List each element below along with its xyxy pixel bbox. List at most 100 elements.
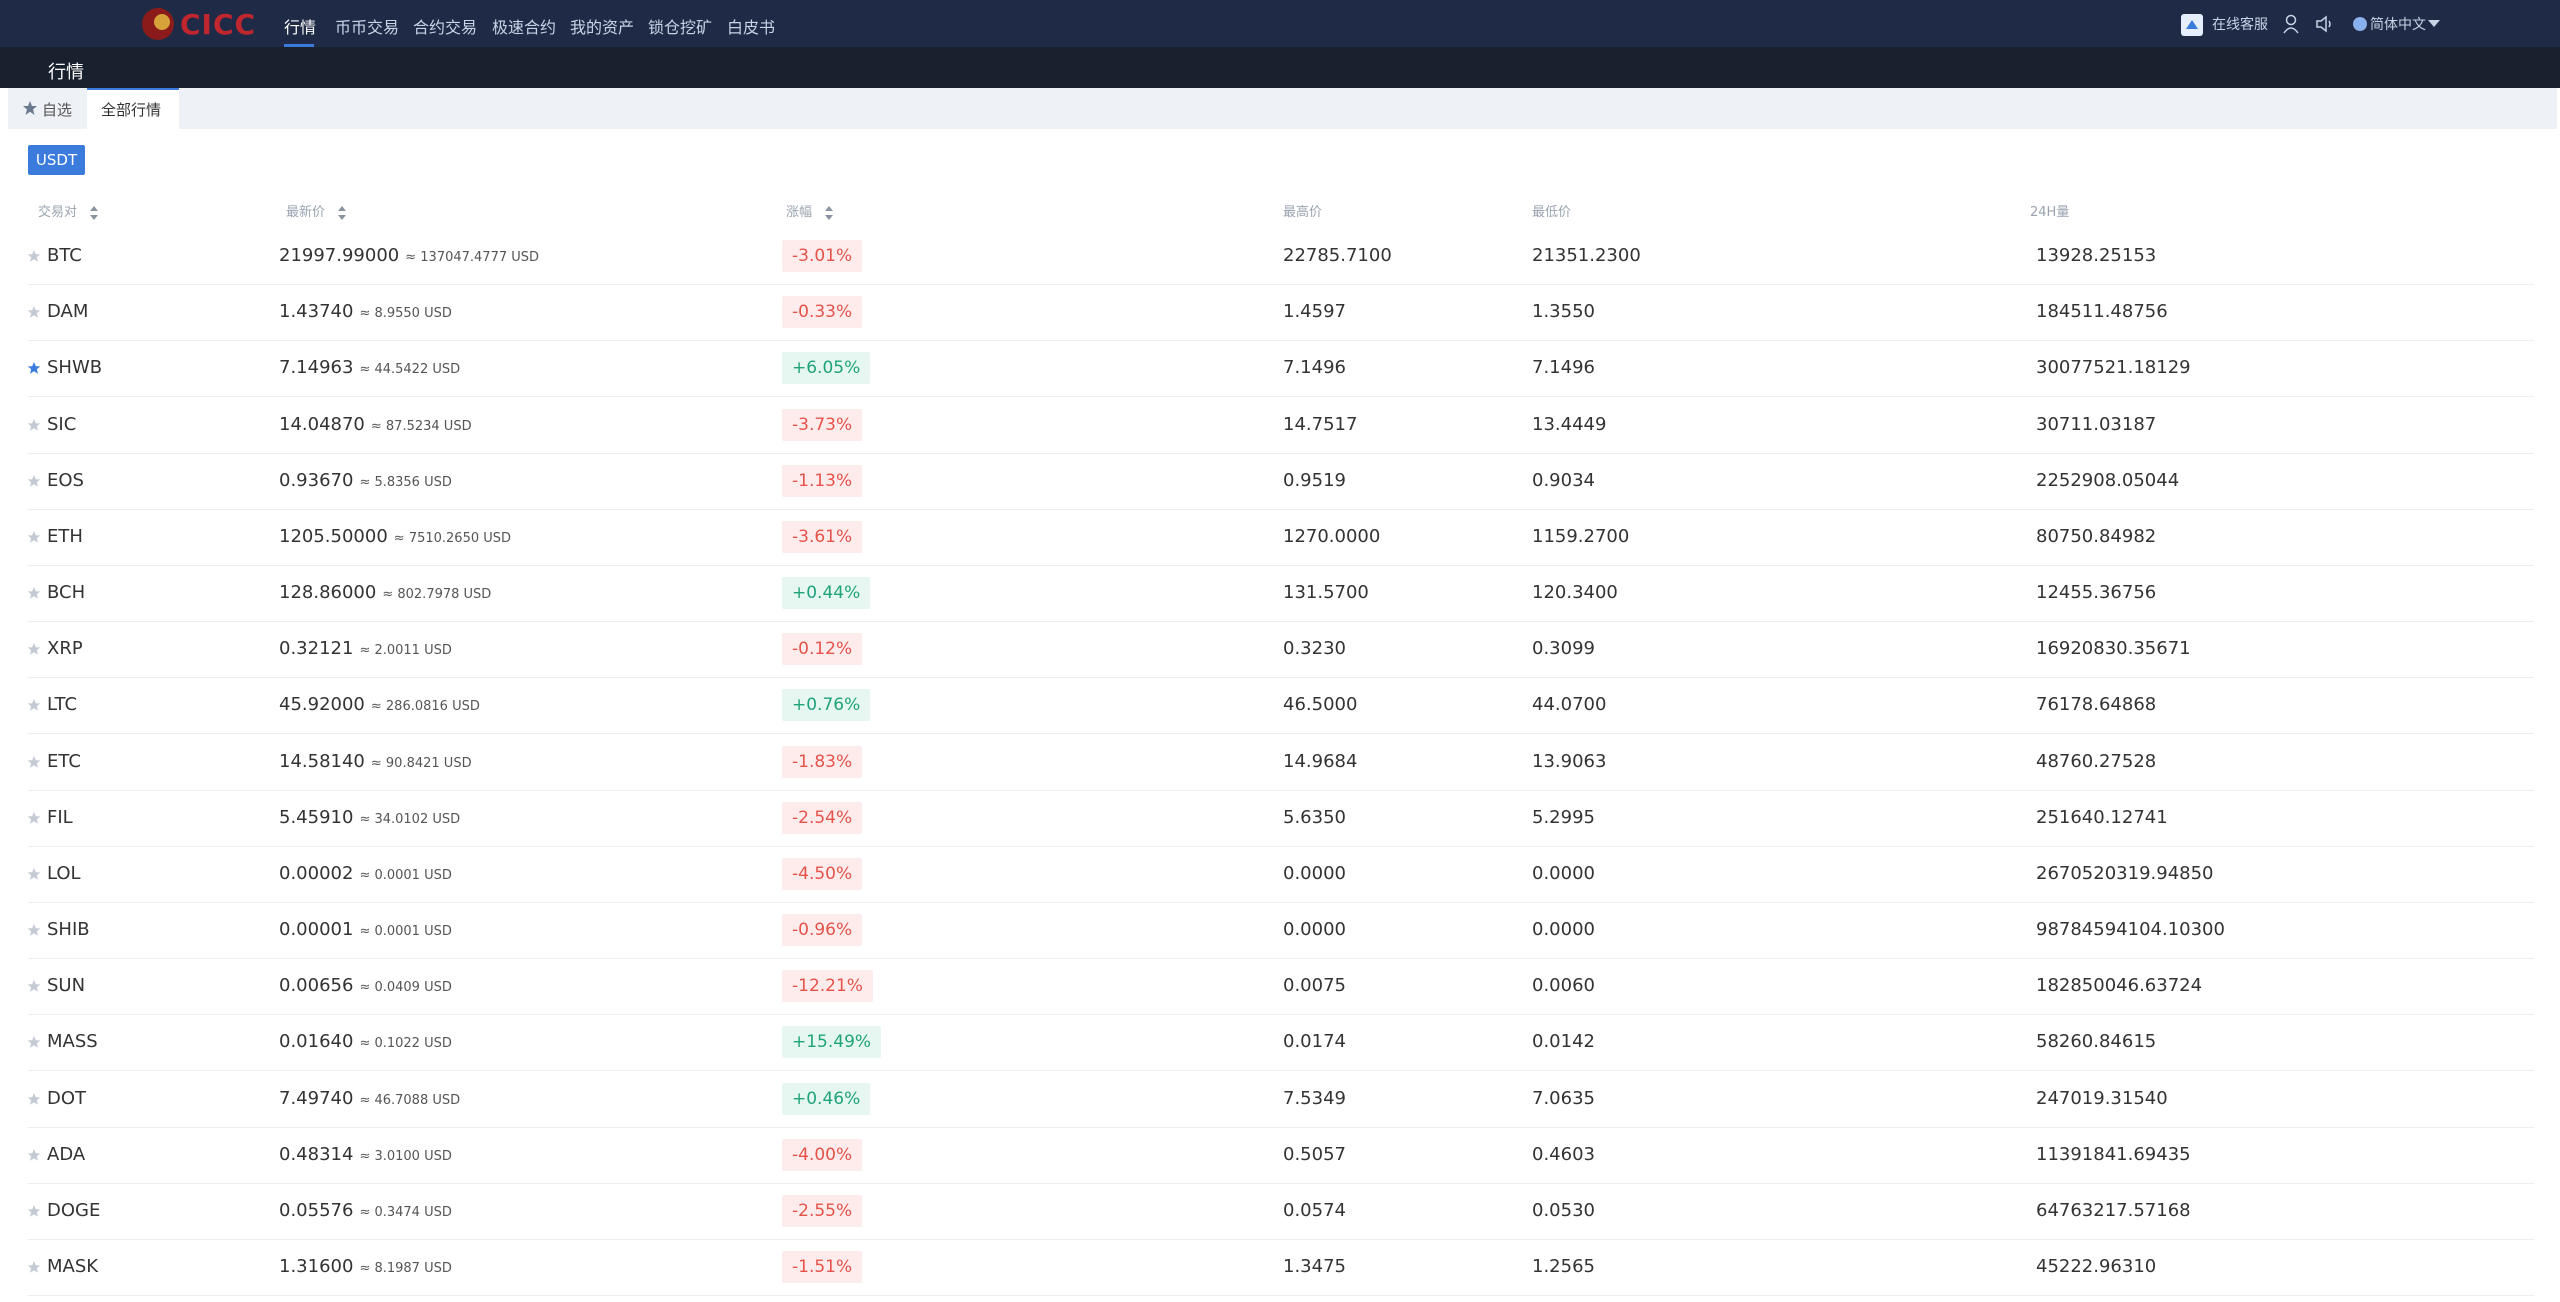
active-underline	[284, 44, 314, 47]
price: 1.43740 ≈ 8.9550 USD	[279, 301, 452, 323]
volume: 184511.48756	[2036, 301, 2168, 323]
price-approx: ≈ 7510.2650 USD	[393, 530, 512, 546]
favorite-star[interactable]	[27, 248, 41, 267]
nav-item[interactable]: 我的资产	[570, 18, 635, 37]
pair[interactable]: EOS	[47, 469, 84, 491]
pair[interactable]: ETH	[47, 525, 83, 547]
favorite-star[interactable]	[27, 473, 41, 492]
favorite-star[interactable]	[27, 529, 41, 548]
pair[interactable]: ADA	[47, 1143, 86, 1165]
pair[interactable]: DAM	[47, 301, 89, 323]
low: 7.0635	[1532, 1087, 1595, 1109]
price-approx: ≈ 0.3474 USD	[359, 1204, 452, 1220]
tab-active[interactable]: 全部行情	[101, 101, 162, 119]
pair[interactable]: DOT	[47, 1087, 87, 1109]
nav-item[interactable]: 白皮书	[727, 18, 776, 37]
price: 128.86000 ≈ 802.7978 USD	[279, 582, 492, 604]
nav-item[interactable]: 极速合约	[492, 18, 557, 37]
row-divider	[28, 452, 2534, 454]
favorite-star[interactable]	[27, 1091, 41, 1110]
price-approx: ≈ 3.0100 USD	[359, 1148, 452, 1164]
column-header[interactable]: 最新价	[286, 201, 347, 221]
nav-item[interactable]: 行情	[284, 18, 317, 37]
logo-icon	[142, 8, 174, 40]
pair[interactable]: DOGE	[47, 1199, 101, 1221]
volume: 2252908.05044	[2036, 469, 2180, 491]
nav-item[interactable]: 锁仓挖矿	[648, 18, 713, 37]
pair[interactable]: SHWB	[47, 357, 103, 379]
sort-icon[interactable]	[337, 205, 347, 221]
currency-button[interactable]: USDT	[28, 145, 85, 175]
pair[interactable]: SUN	[47, 975, 86, 997]
favorite-star[interactable]	[27, 754, 41, 773]
pair[interactable]: SHIB	[47, 919, 90, 941]
column-header[interactable]: 交易对	[38, 201, 99, 221]
price-approx: ≈ 286.0816 USD	[370, 699, 480, 715]
favorite-star[interactable]	[27, 978, 41, 997]
low: 5.2995	[1532, 806, 1595, 828]
nav-item[interactable]: 币币交易	[335, 18, 400, 37]
price-approx: ≈ 0.0409 USD	[359, 980, 452, 996]
service-link[interactable]: 在线客服	[2212, 17, 2268, 33]
favorite-star[interactable]	[27, 1203, 41, 1222]
price: 0.05576 ≈ 0.3474 USD	[279, 1199, 452, 1221]
globe-icon[interactable]	[2352, 16, 2368, 32]
pair[interactable]: BCH	[47, 582, 86, 604]
pair[interactable]: LOL	[47, 862, 81, 884]
pair[interactable]: LTC	[47, 694, 78, 716]
change-badge: -4.00%	[782, 1138, 863, 1171]
high: 1.4597	[1283, 301, 1346, 323]
pair[interactable]: FIL	[47, 806, 73, 828]
sort-icon[interactable]	[89, 205, 99, 221]
change-badge: -2.54%	[782, 801, 863, 834]
high: 5.6350	[1283, 806, 1346, 828]
price: 14.58140 ≈ 90.8421 USD	[279, 750, 472, 772]
favorite-star[interactable]	[27, 810, 41, 829]
change-badge: +15.49%	[782, 1026, 882, 1059]
pair[interactable]: SIC	[47, 413, 77, 435]
volume: 76178.64868	[2036, 694, 2157, 716]
change-badge: -12.21%	[782, 970, 873, 1003]
favorite-star[interactable]	[27, 1147, 41, 1166]
row-divider	[28, 1238, 2534, 1240]
nav-item[interactable]: 合约交易	[413, 18, 478, 37]
high: 0.0000	[1283, 862, 1346, 884]
price: 1205.50000 ≈ 7510.2650 USD	[279, 525, 512, 547]
pair[interactable]: XRP	[47, 638, 83, 660]
sound-icon[interactable]	[2314, 14, 2334, 34]
pair[interactable]: ETC	[47, 750, 81, 772]
language-select[interactable]: 简体中文	[2370, 17, 2426, 33]
pair[interactable]: MASK	[47, 1256, 99, 1278]
favorite-star[interactable]	[27, 360, 41, 379]
logo[interactable]: CICC	[180, 8, 257, 41]
change-badge: -4.50%	[782, 857, 863, 890]
row-divider	[28, 621, 2534, 623]
volume: 251640.12741	[2036, 806, 2168, 828]
favorite-star[interactable]	[27, 1034, 41, 1053]
sort-icon[interactable]	[824, 205, 834, 221]
favorite-star[interactable]	[27, 585, 41, 604]
price-approx: ≈ 34.0102 USD	[359, 811, 461, 827]
volume: 45222.96310	[2036, 1256, 2157, 1278]
high: 0.5057	[1283, 1143, 1346, 1165]
favorite-star[interactable]	[27, 417, 41, 436]
favorite-star[interactable]	[27, 697, 41, 716]
favorite-star[interactable]	[27, 922, 41, 941]
volume: 30077521.18129	[2036, 357, 2191, 379]
tab[interactable]: 自选	[42, 101, 73, 119]
pair[interactable]: MASS	[47, 1031, 98, 1053]
volume: 64763217.57168	[2036, 1199, 2191, 1221]
volume: 182850046.63724	[2036, 975, 2203, 997]
service-icon[interactable]	[2181, 14, 2203, 36]
user-icon[interactable]	[2282, 14, 2300, 34]
pair[interactable]: BTC	[47, 245, 82, 266]
price-approx: ≈ 802.7978 USD	[382, 587, 492, 603]
column-header[interactable]: 涨幅	[786, 201, 834, 221]
favorite-star[interactable]	[27, 1259, 41, 1278]
row-divider	[28, 789, 2534, 791]
favorite-star[interactable]	[27, 866, 41, 885]
row-divider	[28, 845, 2534, 847]
favorite-star[interactable]	[27, 304, 41, 323]
price-approx: ≈ 0.0001 USD	[359, 924, 452, 940]
favorite-star[interactable]	[27, 641, 41, 660]
